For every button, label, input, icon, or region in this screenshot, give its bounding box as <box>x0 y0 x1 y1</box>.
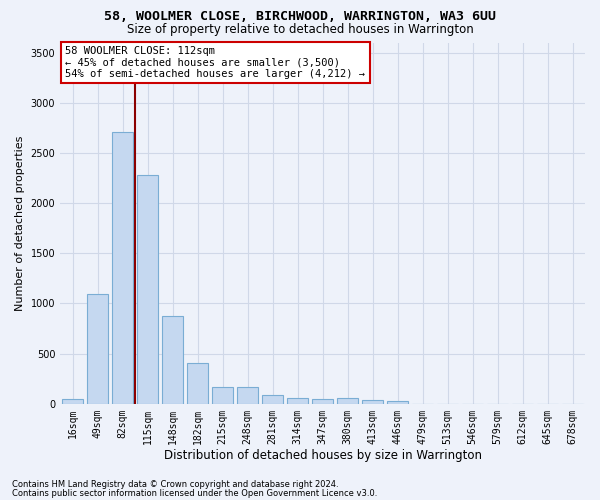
Text: Contains public sector information licensed under the Open Government Licence v3: Contains public sector information licen… <box>12 488 377 498</box>
Bar <box>187 362 208 404</box>
Bar <box>387 401 408 404</box>
Bar <box>262 395 283 404</box>
Bar <box>112 132 133 404</box>
Bar <box>312 399 333 404</box>
Bar <box>62 399 83 404</box>
Text: 58, WOOLMER CLOSE, BIRCHWOOD, WARRINGTON, WA3 6UU: 58, WOOLMER CLOSE, BIRCHWOOD, WARRINGTON… <box>104 10 496 23</box>
Text: 58 WOOLMER CLOSE: 112sqm
← 45% of detached houses are smaller (3,500)
54% of sem: 58 WOOLMER CLOSE: 112sqm ← 45% of detach… <box>65 46 365 80</box>
Bar <box>362 400 383 404</box>
Bar <box>87 294 108 404</box>
Bar <box>337 398 358 404</box>
Bar <box>212 387 233 404</box>
Text: Size of property relative to detached houses in Warrington: Size of property relative to detached ho… <box>127 22 473 36</box>
Bar <box>237 388 258 404</box>
Y-axis label: Number of detached properties: Number of detached properties <box>15 136 25 311</box>
Bar <box>137 175 158 404</box>
Text: Contains HM Land Registry data © Crown copyright and database right 2024.: Contains HM Land Registry data © Crown c… <box>12 480 338 489</box>
X-axis label: Distribution of detached houses by size in Warrington: Distribution of detached houses by size … <box>164 450 482 462</box>
Bar <box>287 398 308 404</box>
Bar <box>162 316 183 404</box>
